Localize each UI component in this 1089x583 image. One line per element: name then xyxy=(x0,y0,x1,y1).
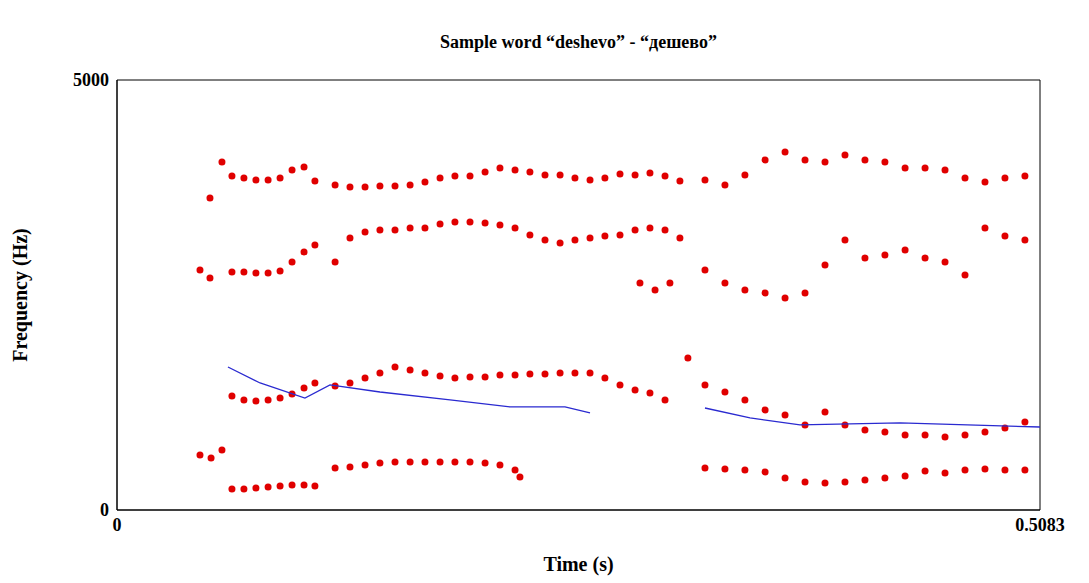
svg-text:0: 0 xyxy=(100,500,109,520)
svg-text:0: 0 xyxy=(113,515,122,535)
svg-text:0.5083: 0.5083 xyxy=(1015,515,1065,535)
svg-text:5000: 5000 xyxy=(73,70,109,90)
svg-text:Frequency (Hz): Frequency (Hz) xyxy=(9,228,32,362)
html-text:Sample word “deshevo” - “дешев: Sample word “deshevo” - “дешево” xyxy=(440,32,717,52)
svg-text:Time (s): Time (s) xyxy=(543,553,613,576)
